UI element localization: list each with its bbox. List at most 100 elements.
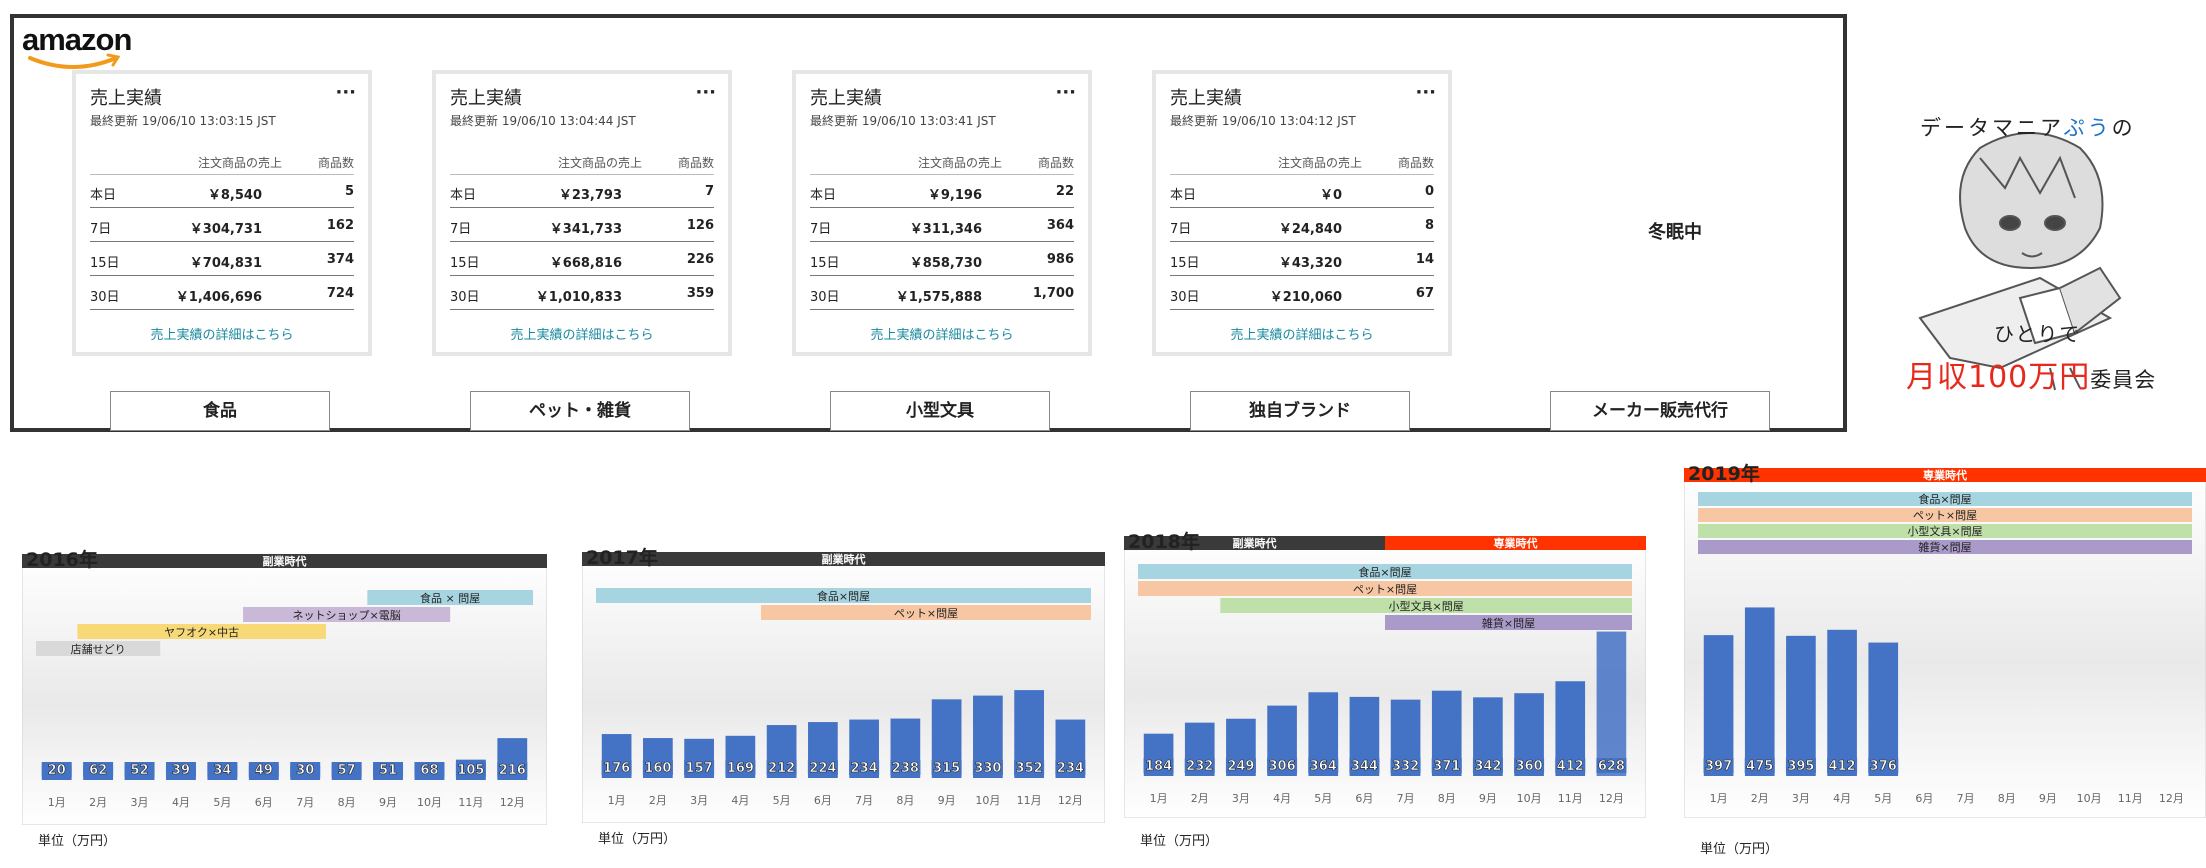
x-tick-label: 9月 (379, 796, 397, 809)
table-row: 7日 ￥341,733 126 (450, 208, 714, 242)
value-label-bg (414, 762, 445, 777)
value-label-bg (684, 760, 715, 775)
x-tick-label: 12月 (1599, 792, 1624, 805)
annotation-bar (1698, 508, 2192, 522)
col-sales: 注文商品の売上 (917, 156, 1002, 170)
sales-card-stationery: 売上実績 ··· 最終更新 19/06/10 13:03:41 JST 注文商品… (792, 70, 1092, 356)
bar (1827, 629, 1857, 776)
table-row: 7日 ￥24,840 8 (1170, 208, 1434, 242)
x-tick-label: 3月 (1232, 792, 1250, 805)
x-tick-label: 10月 (417, 796, 442, 809)
more-options-icon[interactable]: ··· (335, 82, 356, 103)
value-label: 412 (1557, 759, 1584, 774)
annotation-bar (243, 607, 451, 622)
value-label: 49 (255, 763, 273, 778)
card-title: 売上実績 (90, 88, 162, 109)
annotation-label: 店舗せどり (71, 642, 126, 656)
sales-detail-link[interactable]: 売上実績の詳細はこちら (870, 328, 1014, 343)
table-row: 30日 ￥210,060 67 (1170, 276, 1434, 310)
value-label-bg (601, 760, 632, 775)
annotation-bar (1385, 615, 1632, 630)
x-tick-label: 7月 (296, 796, 314, 809)
value-label-bg (1390, 758, 1421, 773)
annotation-bar (1698, 524, 2192, 538)
card-title: 売上実績 (450, 88, 522, 109)
era-label: 専業時代 (1923, 468, 1967, 482)
era-bar (22, 554, 547, 568)
table-row: 本日 ￥8,540 5 (90, 174, 354, 208)
value-label-bg (1827, 758, 1858, 773)
value-label-bg (1785, 758, 1816, 773)
value-label: 68 (420, 763, 438, 778)
sales-detail-link[interactable]: 売上実績の詳細はこちら (150, 328, 294, 343)
value-label: 397 (1705, 759, 1732, 774)
value-label-bg (1744, 758, 1775, 773)
chart-2018: 副業時代 専業時代 2018年 食品×問屋 ペット×問屋 小型文具×問屋 雑貨×問屋 184 1… (1124, 520, 1646, 818)
col-count: 商品数 (317, 156, 354, 170)
table-row: 30日 ￥1,010,833 359 (450, 276, 714, 310)
value-label: 39 (172, 763, 190, 778)
chart-2019: 専業時代 2019年 食品×問屋 ペット×問屋 小型文具×問屋 雑貨×問屋 397 1月 475… (1684, 452, 2206, 818)
card-header: 注文商品の売上 商品数 (450, 148, 714, 175)
more-options-icon[interactable]: ··· (1055, 82, 1076, 103)
value-label-bg (1014, 760, 1045, 775)
table-row: 15日 ￥668,816 226 (450, 242, 714, 276)
x-tick-label: 9月 (2039, 792, 2057, 805)
value-label-bg (331, 762, 362, 777)
col-sales: 注文商品の売上 (1277, 156, 1362, 170)
card-header: 注文商品の売上 商品数 (810, 148, 1074, 175)
value-label-bg (1349, 758, 1380, 773)
mascot-title: データマニアぷうの (1920, 116, 2136, 140)
x-tick-label: 8月 (338, 796, 356, 809)
annotation-bar (1698, 540, 2192, 554)
table-row: 30日 ￥1,406,696 724 (90, 276, 354, 310)
category-maker-button[interactable]: メーカー販売代行 (1550, 391, 1770, 431)
x-tick-label: 1月 (1150, 792, 1168, 805)
category-brand-button[interactable]: 独自ブランド (1190, 391, 1410, 431)
annotation-label: 食品 × 問屋 (420, 591, 480, 605)
x-tick-label: 2月 (1191, 792, 1209, 805)
value-label-bg (373, 762, 404, 777)
sales-card-pet: 売上実績 ··· 最終更新 19/06/10 13:04:44 JST 注文商品… (432, 70, 732, 356)
value-label-bg (1472, 758, 1503, 773)
value-label-bg (1055, 760, 1086, 775)
x-tick-label: 1月 (1710, 792, 1728, 805)
value-label: 475 (1746, 759, 1773, 774)
value-label: 395 (1787, 759, 1814, 774)
value-label-bg (807, 760, 838, 775)
era-label: 副業時代 (1233, 536, 1277, 550)
mascot-slogan: 月収100万円委員会 (1906, 360, 2157, 395)
value-label: 176 (603, 761, 630, 776)
value-label: 371 (1433, 759, 1460, 774)
annotation-bar (1138, 581, 1632, 596)
value-label: 20 (48, 763, 66, 778)
more-options-icon[interactable]: ··· (695, 82, 716, 103)
category-stationery-button[interactable]: 小型文具 (830, 391, 1050, 431)
annotation-label: 小型文具×問屋 (1389, 599, 1464, 613)
value-label: 212 (768, 761, 795, 776)
more-options-icon[interactable]: ··· (1415, 82, 1436, 103)
annotation-label: 小型文具×問屋 (1907, 524, 1982, 538)
x-tick-label: 3月 (690, 794, 708, 807)
value-label: 234 (1057, 761, 1084, 776)
col-count: 商品数 (1037, 156, 1074, 170)
sales-card-brand: 売上実績 ··· 最終更新 19/06/10 13:04:12 JST 注文商品… (1152, 70, 1452, 356)
value-label: 52 (130, 763, 148, 778)
table-row: 本日 ￥9,196 22 (810, 174, 1074, 208)
category-food-button[interactable]: 食品 (110, 391, 330, 431)
value-label: 238 (892, 761, 919, 776)
annotation-bar (36, 641, 161, 656)
sales-detail-link[interactable]: 売上実績の詳細はこちら (1230, 328, 1374, 343)
bar (1744, 607, 1775, 776)
annotation-label: 雑貨×問屋 (1482, 616, 1535, 630)
year-title: 2016年 (26, 548, 98, 571)
x-tick-label: 8月 (1438, 792, 1456, 805)
category-pet-button[interactable]: ペット・雑貨 (470, 391, 690, 431)
x-tick-label: 2月 (649, 794, 667, 807)
card-header: 注文商品の売上 商品数 (90, 148, 354, 175)
card-header: 注文商品の売上 商品数 (1170, 148, 1434, 175)
value-label: 160 (644, 761, 671, 776)
sales-detail-link[interactable]: 売上実績の詳細はこちら (510, 328, 654, 343)
x-tick-label: 10月 (2077, 792, 2102, 805)
